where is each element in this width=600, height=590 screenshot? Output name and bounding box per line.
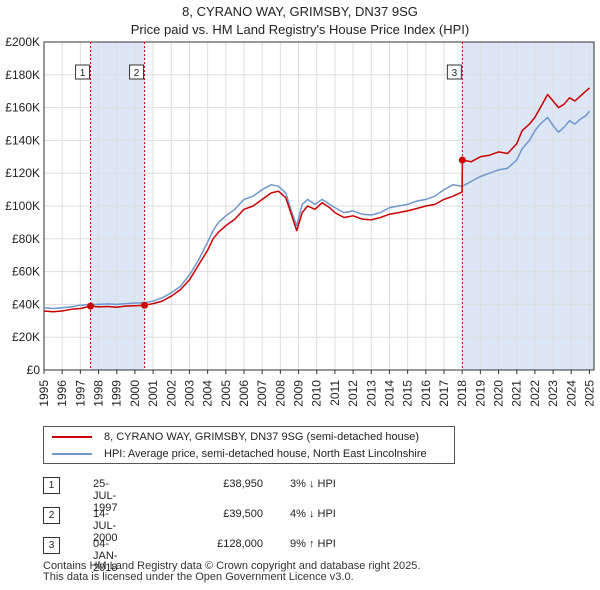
x-tick-label: 2024	[564, 380, 578, 407]
x-tick-label: 2008	[273, 380, 287, 407]
x-tick-label: 2018	[455, 380, 469, 407]
x-tick-label: 2012	[346, 380, 360, 407]
legend-property-label: 8, CYRANO WAY, GRIMSBY, DN37 9SG (semi-d…	[104, 431, 420, 443]
y-tick-label: £200K	[5, 35, 40, 49]
x-tick-label: 2019	[473, 380, 487, 407]
x-tick-label: 2022	[528, 380, 542, 407]
x-tick-label: 1998	[92, 380, 106, 407]
chart-title-line1: 8, CYRANO WAY, GRIMSBY, DN37 9SG	[182, 4, 418, 19]
y-tick-label: £100K	[5, 199, 40, 213]
x-tick-label: 2007	[255, 380, 269, 407]
y-tick-label: £60K	[12, 265, 40, 279]
y-tick-label: £180K	[5, 68, 40, 82]
transaction-number: 1	[43, 477, 60, 494]
plot-frame	[43, 41, 595, 371]
x-tick-label: 2000	[128, 380, 142, 407]
legend: 8, CYRANO WAY, GRIMSBY, DN37 9SG (semi-d…	[43, 426, 455, 464]
price-chart: £0 £20K £40K £60K £80K £100K £120K £140K £160K £1…	[5, 35, 596, 407]
x-tick-label: 2020	[492, 380, 506, 407]
property-line-swatch	[52, 436, 92, 438]
x-tick-label: 2005	[219, 380, 233, 407]
x-tick-label: 2001	[146, 380, 160, 407]
sale-marker-box	[75, 64, 91, 80]
y-tick-label: £80K	[12, 232, 40, 246]
sale-point	[141, 301, 149, 309]
sale-point	[87, 302, 95, 310]
transaction-date: 25-JUL-1997	[93, 478, 118, 514]
sale-marker-label: 3	[452, 68, 458, 79]
sale-marker-label: 2	[134, 68, 140, 79]
x-tick-label: 1995	[37, 380, 51, 407]
property-price-line	[43, 87, 590, 313]
transaction-hpi-delta: 4% ↓ HPI	[290, 508, 336, 520]
sale-point	[458, 156, 466, 164]
transaction-price: £39,500	[223, 508, 263, 520]
x-tick-label: 2015	[401, 380, 415, 407]
transaction-number: 3	[43, 537, 60, 554]
transaction-hpi-delta: 9% ↑ HPI	[290, 538, 336, 550]
footer: Contains HM Land Registry data © Crown c…	[43, 561, 420, 583]
sale-marker-box	[129, 64, 145, 80]
x-tick-label: 2016	[419, 380, 433, 407]
x-tick-label: 2025	[582, 380, 596, 407]
x-tick-label: 2006	[237, 380, 251, 407]
x-tick-label: 2023	[546, 380, 560, 407]
x-tick-label: 2017	[437, 380, 451, 407]
x-tick-label: 2003	[182, 380, 196, 407]
legend-hpi-label: HPI: Average price, semi-detached house,…	[104, 448, 427, 460]
x-tick-label: 2002	[164, 380, 178, 407]
x-tick-label: 2013	[364, 380, 378, 407]
y-tick-label: £0	[27, 363, 41, 377]
transaction-hpi-delta: 3% ↓ HPI	[290, 478, 336, 490]
sale-marker-label: 1	[80, 68, 86, 79]
y-tick-label: £40K	[12, 297, 40, 311]
x-tick-label: 2009	[292, 380, 306, 407]
x-tick-label: 2014	[382, 380, 396, 407]
transaction-price: £38,950	[223, 478, 263, 490]
legend-item-property: 8, CYRANO WAY, GRIMSBY, DN37 9SG (semi-d…	[52, 429, 419, 445]
sale-marker-box	[446, 64, 462, 80]
chart-title-line2: Price paid vs. HM Land Registry's House …	[130, 22, 470, 37]
x-tick-label: 2011	[328, 380, 342, 406]
legend-item-hpi: HPI: Average price, semi-detached house,…	[52, 446, 427, 462]
transaction-date: 04-JAN-2018	[93, 538, 118, 574]
transaction-price: £128,000	[217, 538, 263, 550]
x-tick-label: 1997	[73, 380, 87, 407]
y-tick-label: £140K	[5, 133, 40, 147]
x-tick-label: 2010	[310, 380, 324, 407]
x-tick-label: 1996	[55, 380, 69, 407]
footer-licence: This data is licensed under the Open Gov…	[43, 571, 354, 583]
hpi-line-swatch	[52, 453, 92, 455]
x-tick-label: 2021	[510, 380, 524, 407]
x-tick-label: 1999	[110, 380, 124, 407]
y-tick-label: £160K	[5, 101, 40, 115]
hpi-line	[43, 110, 591, 310]
transaction-number: 2	[43, 507, 60, 524]
x-tick-label: 2004	[201, 380, 215, 407]
transaction-date: 14-JUL-2000	[93, 508, 118, 544]
y-tick-label: £20K	[12, 330, 40, 344]
y-tick-label: £120K	[5, 166, 40, 180]
footer-copyright: Contains HM Land Registry data © Crown c…	[43, 560, 421, 572]
